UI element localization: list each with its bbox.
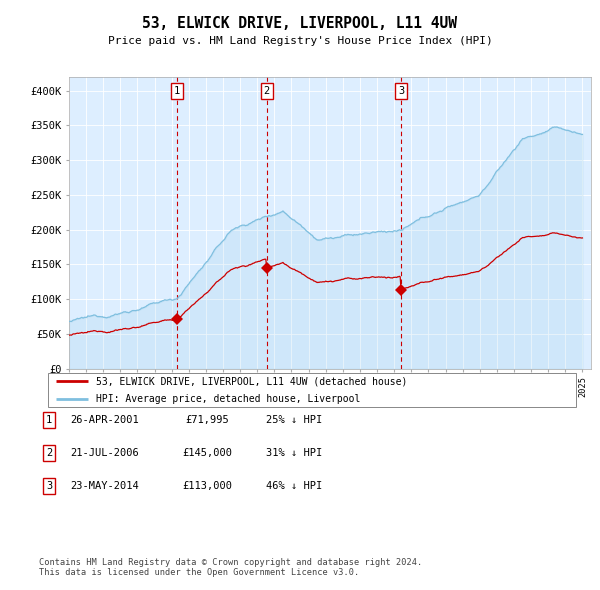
Text: 1: 1: [46, 415, 52, 425]
FancyBboxPatch shape: [48, 373, 576, 407]
Text: 21-JUL-2006: 21-JUL-2006: [71, 448, 139, 458]
Text: 53, ELWICK DRIVE, LIVERPOOL, L11 4UW: 53, ELWICK DRIVE, LIVERPOOL, L11 4UW: [143, 16, 458, 31]
Text: 3: 3: [46, 481, 52, 491]
Text: £113,000: £113,000: [182, 481, 232, 491]
Text: 1: 1: [174, 86, 180, 96]
Text: 2: 2: [46, 448, 52, 458]
Text: £71,995: £71,995: [185, 415, 229, 425]
Text: 2: 2: [263, 86, 270, 96]
Text: 26-APR-2001: 26-APR-2001: [71, 415, 139, 425]
Text: Contains HM Land Registry data © Crown copyright and database right 2024.
This d: Contains HM Land Registry data © Crown c…: [39, 558, 422, 577]
Text: 23-MAY-2014: 23-MAY-2014: [71, 481, 139, 491]
Text: 53, ELWICK DRIVE, LIVERPOOL, L11 4UW (detached house): 53, ELWICK DRIVE, LIVERPOOL, L11 4UW (de…: [95, 376, 407, 386]
Text: Price paid vs. HM Land Registry's House Price Index (HPI): Price paid vs. HM Land Registry's House …: [107, 37, 493, 46]
Text: 31% ↓ HPI: 31% ↓ HPI: [266, 448, 322, 458]
Text: £145,000: £145,000: [182, 448, 232, 458]
Text: 25% ↓ HPI: 25% ↓ HPI: [266, 415, 322, 425]
Text: 3: 3: [398, 86, 404, 96]
Text: 46% ↓ HPI: 46% ↓ HPI: [266, 481, 322, 491]
Text: HPI: Average price, detached house, Liverpool: HPI: Average price, detached house, Live…: [95, 394, 360, 404]
